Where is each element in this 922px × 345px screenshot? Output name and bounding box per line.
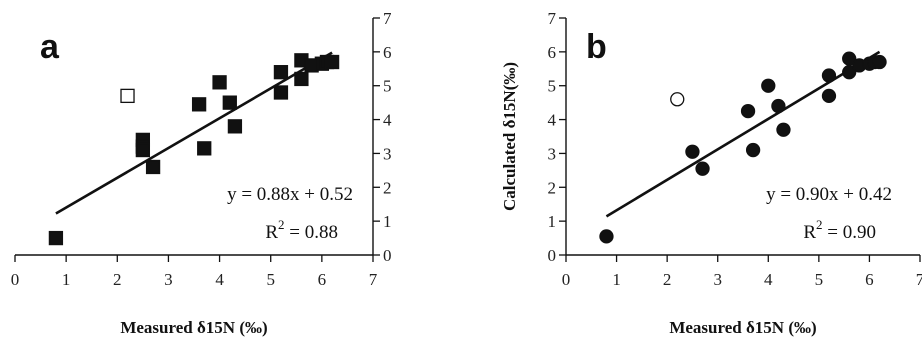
x-tick-label: 6 bbox=[865, 270, 874, 289]
data-point bbox=[821, 88, 837, 104]
y-tick-label: 1 bbox=[548, 212, 557, 231]
data-point bbox=[776, 122, 791, 137]
y-tick-label: 0 bbox=[548, 246, 557, 265]
data-point bbox=[745, 142, 761, 158]
x-tick-label: 3 bbox=[713, 270, 722, 289]
x-tick-label: 5 bbox=[266, 270, 275, 289]
x-tick-label: 7 bbox=[369, 270, 378, 289]
r-squared-label: R2 = 0.88 bbox=[265, 217, 338, 243]
data-point bbox=[842, 51, 857, 66]
regression-line bbox=[55, 51, 333, 215]
y-tick-label: 6 bbox=[383, 43, 392, 62]
x-tick-label: 1 bbox=[62, 270, 71, 289]
y-tick-label: 2 bbox=[383, 178, 392, 197]
x-axis-label: Measured δ15N (‰) bbox=[669, 318, 816, 337]
data-point bbox=[324, 54, 340, 70]
data-point bbox=[212, 75, 227, 90]
y-tick-label: 4 bbox=[383, 111, 392, 130]
y-tick-label: 5 bbox=[548, 77, 557, 96]
x-tick-label: 0 bbox=[11, 270, 20, 289]
data-point bbox=[135, 142, 151, 158]
y-tick-label: 5 bbox=[383, 77, 392, 96]
data-point bbox=[294, 71, 309, 87]
y-tick-label: 1 bbox=[383, 212, 392, 231]
y-tick-label: 7 bbox=[383, 9, 392, 28]
panel-letter: b bbox=[586, 28, 607, 66]
x-tick-label: 3 bbox=[164, 270, 173, 289]
r-squared-symbol: R bbox=[265, 222, 278, 243]
y-axis-label: Calculated δ15N(‰) bbox=[500, 62, 519, 211]
r-squared-value: = 0.88 bbox=[285, 222, 338, 243]
data-point bbox=[872, 54, 887, 70]
x-tick-label: 4 bbox=[764, 270, 773, 289]
regression-equation: y = 0.90x + 0.42 bbox=[766, 184, 892, 205]
data-point bbox=[191, 97, 207, 112]
outlier-point bbox=[670, 92, 685, 107]
data-point bbox=[273, 65, 289, 80]
y-tick-label: 2 bbox=[548, 178, 557, 197]
r-squared-exponent: 2 bbox=[278, 217, 285, 232]
x-tick-label: 1 bbox=[612, 270, 621, 289]
data-point bbox=[48, 230, 64, 246]
outlier-point bbox=[120, 88, 135, 104]
x-tick-label: 5 bbox=[815, 270, 824, 289]
r-squared-symbol: R bbox=[803, 222, 816, 243]
data-point bbox=[222, 95, 237, 110]
regression-equation: y = 0.88x + 0.52 bbox=[227, 184, 353, 205]
x-tick-label: 7 bbox=[916, 270, 922, 289]
data-point bbox=[761, 78, 776, 93]
data-point bbox=[599, 229, 614, 244]
data-point bbox=[685, 144, 700, 159]
x-tick-label: 2 bbox=[113, 270, 122, 289]
x-tick-label: 2 bbox=[663, 270, 672, 289]
data-point bbox=[740, 103, 756, 119]
panel-letter: a bbox=[40, 28, 60, 66]
y-tick-label: 3 bbox=[383, 144, 392, 163]
data-point bbox=[273, 85, 289, 100]
r-squared-label: R2 = 0.90 bbox=[803, 217, 876, 243]
data-point bbox=[227, 119, 243, 134]
x-axis-label: Measured δ15N (‰) bbox=[120, 318, 267, 337]
x-tick-label: 6 bbox=[318, 270, 327, 289]
data-point bbox=[197, 141, 212, 156]
r-squared-exponent: 2 bbox=[816, 217, 823, 232]
data-point bbox=[695, 161, 710, 176]
x-tick-label: 4 bbox=[215, 270, 224, 289]
y-tick-label: 4 bbox=[548, 111, 557, 130]
r-squared-value: = 0.90 bbox=[823, 222, 876, 243]
x-tick-label: 0 bbox=[562, 270, 571, 289]
data-point bbox=[145, 159, 161, 175]
y-tick-label: 3 bbox=[548, 144, 557, 163]
data-point bbox=[771, 98, 786, 114]
y-tick-label: 0 bbox=[383, 246, 392, 265]
data-point bbox=[821, 68, 837, 83]
y-tick-label: 7 bbox=[548, 9, 557, 28]
y-tick-label: 6 bbox=[548, 43, 557, 62]
